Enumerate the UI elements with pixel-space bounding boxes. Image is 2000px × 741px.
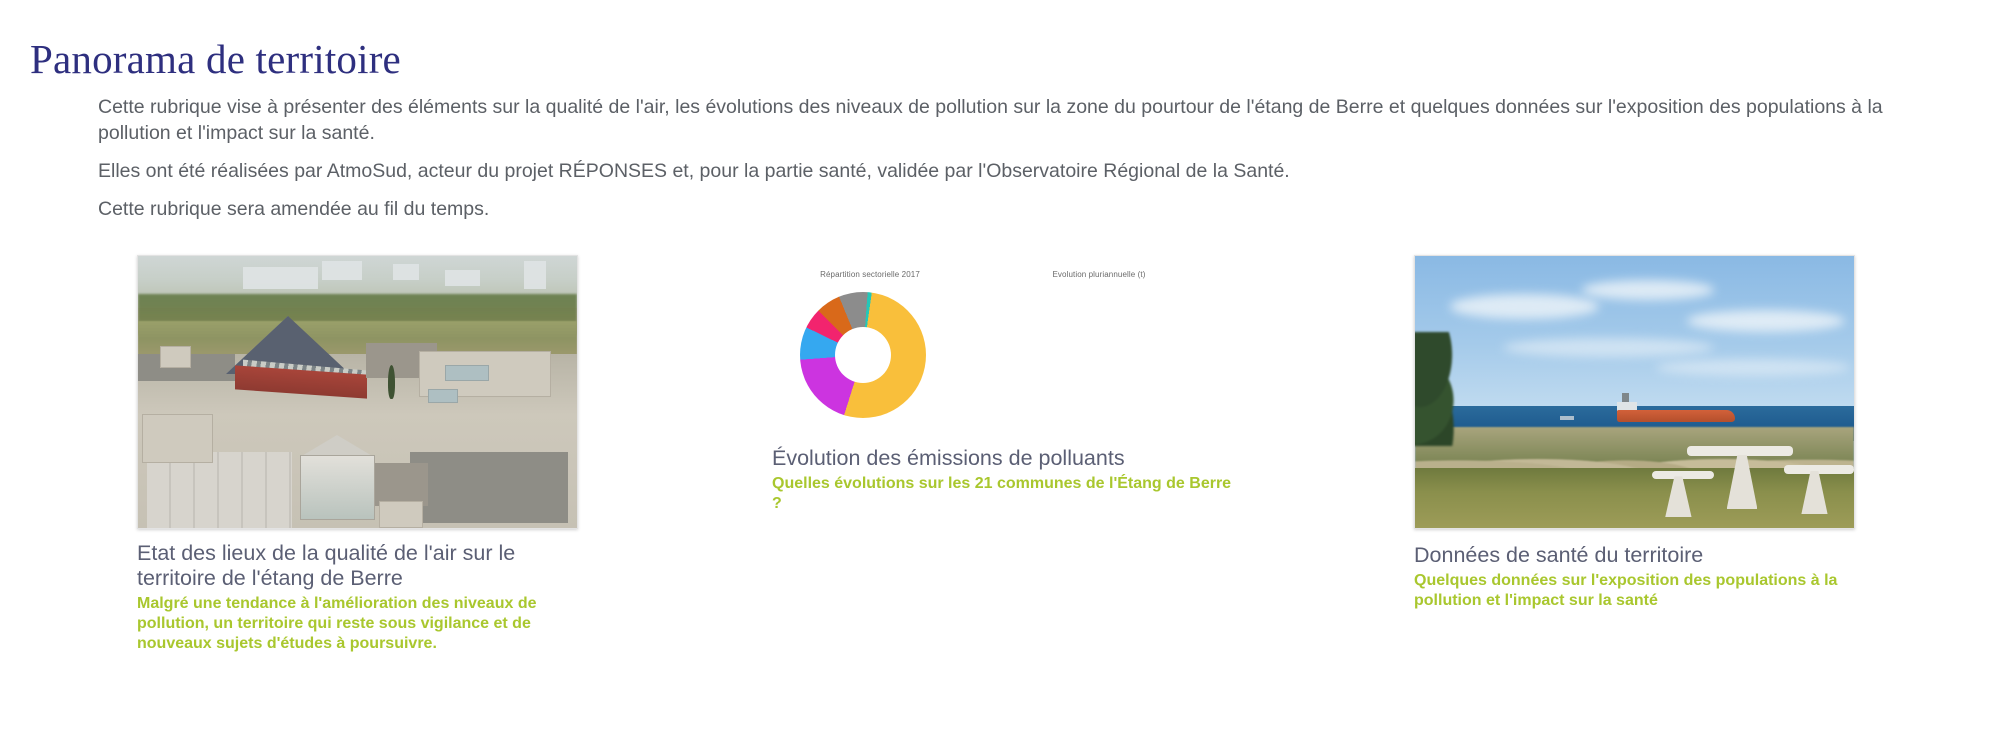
card-image-donnees-sante[interactable] (1414, 255, 1855, 529)
card-evolution-emissions[interactable]: Répartition sectorielle 2017 Evolution p… (772, 255, 1242, 514)
intro-paragraph-1: Cette rubrique vise à présenter des élém… (98, 96, 1883, 144)
donut-chart-plot (800, 292, 926, 418)
card-donnees-sante[interactable]: Données de santé du territoire Quelques … (1414, 255, 1864, 611)
card-title[interactable]: Données de santé du territoire (1414, 543, 1704, 567)
mini-charts-figure: Répartition sectorielle 2017 Evolution p… (772, 270, 1202, 432)
intro-paragraph-3: Cette rubrique sera amendée au fil du te… (98, 198, 490, 220)
card-description: Quelques données sur l'exposition des po… (1414, 572, 1838, 609)
card-text-evolution-emissions: Évolution des émissions de polluants Que… (772, 432, 1242, 514)
card-image-evolution-emissions[interactable]: Répartition sectorielle 2017 Evolution p… (772, 270, 1202, 432)
donut-hole (835, 327, 891, 383)
card-etat-des-lieux[interactable]: Etat des lieux de la qualité de l'air su… (137, 255, 582, 654)
card-description: Malgré une tendance à l'amélioration des… (137, 595, 537, 652)
bar-chart: Evolution pluriannuelle (t) 010002000300… (968, 270, 1202, 432)
card-text-donnees-sante: Données de santé du territoire Quelques … (1414, 529, 1864, 611)
card-description: Quelles évolutions sur les 21 communes d… (772, 475, 1232, 512)
card-title[interactable]: Évolution des émissions de polluants (772, 446, 1125, 470)
intro-text-block: Cette rubrique vise à présenter des élém… (98, 94, 1928, 222)
card-title[interactable]: Etat des lieux de la qualité de l'air su… (137, 541, 516, 590)
card-grid: Etat des lieux de la qualité de l'air su… (0, 255, 2000, 685)
card-text-etat-des-lieux: Etat des lieux de la qualité de l'air su… (137, 529, 582, 654)
donut-chart-title: Répartition sectorielle 2017 (820, 270, 920, 279)
coastal-landscape-photo (1415, 256, 1854, 528)
donut-chart: Répartition sectorielle 2017 (772, 270, 968, 432)
intro-paragraph-2: Elles ont été réalisées par AtmoSud, act… (98, 160, 1290, 182)
bar-chart-plot: 0100020003000400050006000 20072008200920… (1196, 290, 1202, 430)
aerial-building-photo (138, 256, 577, 528)
card-image-etat-des-lieux[interactable] (137, 255, 578, 529)
bar-chart-title: Evolution pluriannuelle (t) (1052, 270, 1146, 279)
page-title: Panorama de territoire (30, 36, 401, 83)
